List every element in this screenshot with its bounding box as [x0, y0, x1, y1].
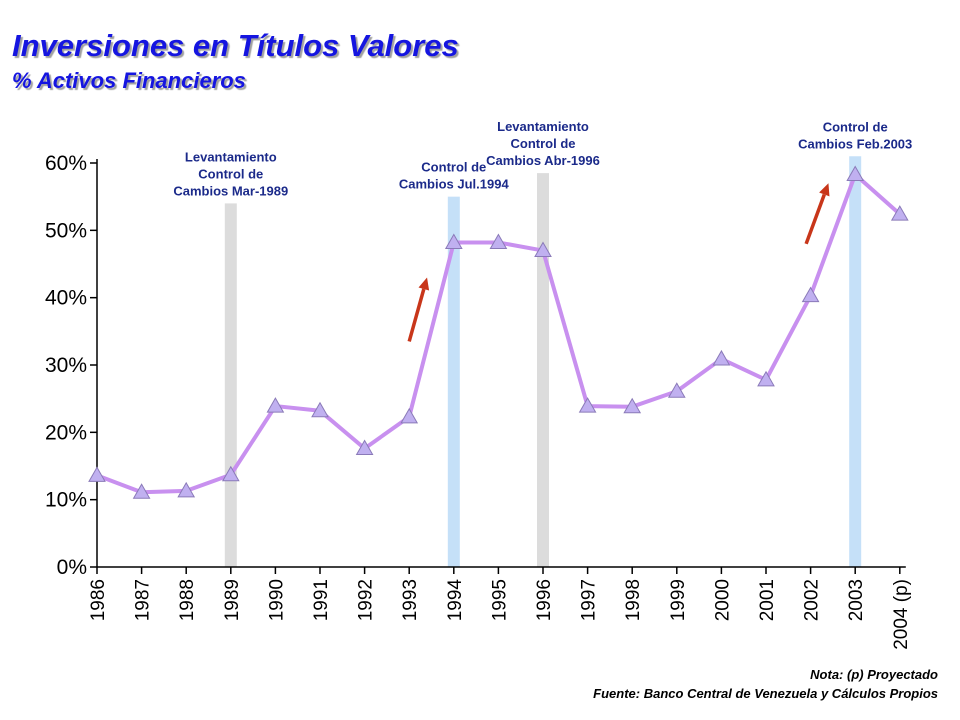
event-band — [537, 173, 549, 567]
x-tick-label: 1986 — [88, 579, 109, 621]
event-annotation-line: Control de — [823, 119, 888, 134]
event-band — [849, 156, 862, 567]
data-point — [400, 407, 419, 424]
x-tick-label: 1992 — [356, 579, 377, 621]
data-point — [712, 349, 731, 366]
event-annotation-line: Cambios Feb.2003 — [798, 136, 912, 151]
y-tick-label: 30% — [45, 354, 87, 377]
data-line — [96, 172, 902, 495]
x-tick-label: 1993 — [400, 579, 421, 621]
x-tick-label: 1994 — [445, 579, 466, 622]
data-point — [88, 466, 106, 482]
x-tick-label: 1999 — [668, 579, 689, 621]
x-tick-label: 1987 — [133, 579, 154, 621]
y-tick-label: 20% — [45, 421, 87, 444]
data-point — [534, 241, 552, 258]
data-point — [890, 205, 909, 221]
data-point — [355, 439, 374, 455]
data-point — [757, 370, 775, 387]
footnote: Nota: (p) Proyectado — [810, 667, 938, 682]
data-point — [132, 483, 151, 499]
x-tick-label: 2004 (p) — [891, 579, 912, 650]
series-line — [96, 172, 902, 495]
chart-axes: 0% 10% 20% 30% 40% 50% 60% 1986 1987 1988 1989 1990… — [45, 152, 912, 650]
trend-arrow-head — [418, 277, 430, 291]
data-point — [444, 233, 463, 249]
y-tick-label: 10% — [45, 489, 87, 512]
series-markers — [88, 165, 909, 499]
x-tick-label: 1998 — [623, 579, 644, 621]
data-point — [266, 397, 285, 413]
event-annotation-line: Levantamiento — [497, 119, 589, 134]
data-point — [667, 382, 686, 398]
trend-arrows — [407, 183, 830, 342]
x-tick-label: 1997 — [579, 579, 600, 621]
x-tick-label: 1996 — [534, 579, 555, 621]
chart-subtitle: % Activos Financieros — [12, 68, 246, 93]
data-point — [489, 233, 508, 249]
x-tick-label: 2001 — [757, 579, 778, 621]
y-tick-label: 50% — [45, 219, 87, 242]
event-band — [447, 196, 460, 567]
data-point — [311, 401, 329, 418]
y-tick-label: 60% — [45, 152, 87, 175]
trend-arrow-shaft — [407, 288, 426, 342]
event-annotation-line: Cambios Jul.1994 — [399, 177, 510, 192]
x-tick-label: 2000 — [712, 579, 733, 621]
chart-title: Inversiones en Títulos Valores — [12, 28, 459, 63]
event-annotation-line: Control de — [511, 136, 576, 151]
data-point — [221, 465, 240, 482]
x-tick-label: 2003 — [846, 579, 867, 621]
x-tick-label: 1990 — [266, 579, 287, 621]
event-annotation-line: Cambios Abr-1996 — [486, 153, 600, 168]
data-point — [623, 397, 642, 414]
event-band — [224, 203, 237, 567]
x-tick-label: 1988 — [177, 579, 198, 621]
event-annotation-line: Cambios Mar-1989 — [173, 183, 288, 198]
x-tick-label: 2002 — [802, 579, 823, 621]
y-tick-label: 0% — [57, 556, 87, 579]
event-annotation-line: Control de — [198, 166, 263, 181]
y-tick-label: 40% — [45, 287, 87, 310]
x-tick-label: 1995 — [489, 579, 510, 621]
data-point — [801, 286, 820, 303]
source-note: Fuente: Banco Central de Venezuela y Cál… — [593, 686, 938, 701]
event-annotation-line: Levantamiento — [185, 149, 277, 164]
trend-arrow-shaft — [804, 193, 826, 245]
trend-arrow-head — [819, 183, 830, 197]
data-point — [177, 481, 196, 498]
event-bands — [224, 156, 862, 567]
data-point — [578, 397, 597, 413]
x-tick-label: 1989 — [222, 579, 243, 621]
event-annotations: Levantamiento Control de Cambios Mar-1989 C… — [173, 119, 912, 198]
x-tick-label: 1991 — [311, 579, 332, 621]
data-point — [846, 165, 865, 181]
event-annotation-line: Control de — [421, 160, 486, 175]
